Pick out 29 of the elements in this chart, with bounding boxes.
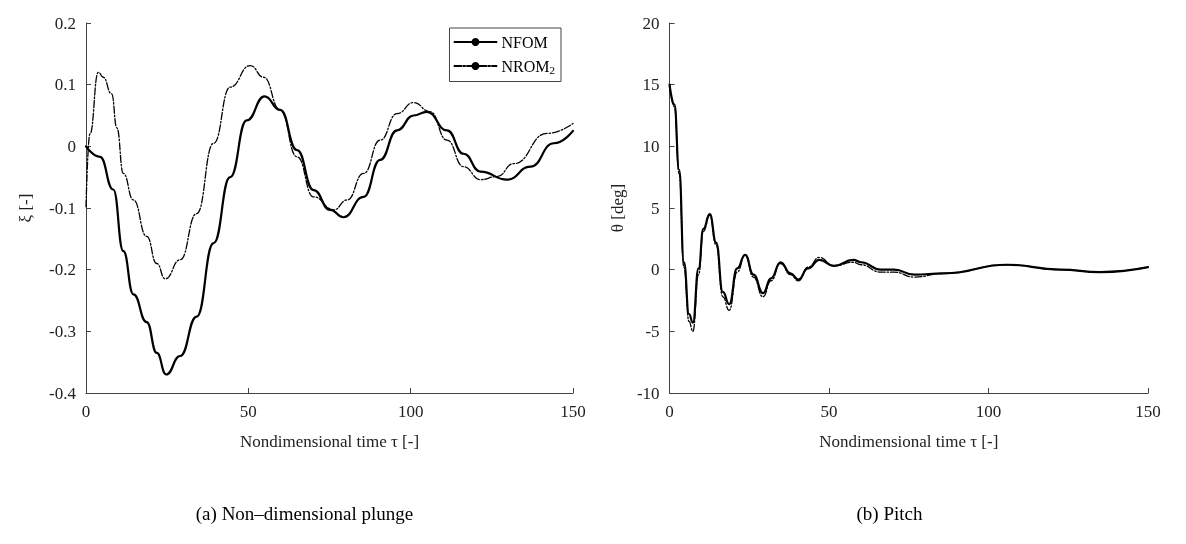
- x-tick-label: 0: [81, 402, 91, 421]
- x-tick-label: 150: [1135, 402, 1161, 421]
- y-tick-label: 0: [651, 260, 660, 280]
- y-tick-label: -0.2: [49, 260, 76, 280]
- y-axis-title: ξ [-]: [16, 193, 35, 223]
- y-tick-label: -0.1: [49, 198, 76, 218]
- y-tick-label: -10: [636, 383, 660, 403]
- y-tick-label: 0: [67, 136, 76, 156]
- x-tick-label: 50: [239, 402, 257, 421]
- x-tick-label: 0: [665, 402, 674, 421]
- y-tick-label: 0.1: [54, 75, 76, 95]
- y-tick-label: -0.3: [49, 321, 76, 341]
- y-tick-label: -0.4: [49, 383, 77, 403]
- x-axis-title: Nondimensional time τ [-]: [819, 432, 999, 451]
- x-axis-title: Nondimensional time τ [-]: [239, 432, 420, 451]
- x-tick-label: 150: [560, 402, 586, 421]
- x-tick-label: 50: [820, 402, 838, 421]
- x-tick-label: 100: [397, 402, 424, 421]
- text: (b) Pitch: [856, 503, 923, 525]
- x-tick-label: 100: [975, 402, 1002, 421]
- y-tick-label: -5: [645, 321, 660, 341]
- y-tick-label: 15: [642, 75, 660, 95]
- y-tick-label: 0.2: [54, 13, 76, 33]
- y-tick-label: 10: [642, 136, 660, 156]
- y-tick-label: 20: [642, 13, 660, 33]
- legend-label: NFOM: [501, 33, 548, 51]
- y-axis-title: θ [deg]: [608, 183, 627, 233]
- y-tick-label: 5: [651, 198, 660, 218]
- text: (a) Non–dimensional plunge: [195, 503, 414, 525]
